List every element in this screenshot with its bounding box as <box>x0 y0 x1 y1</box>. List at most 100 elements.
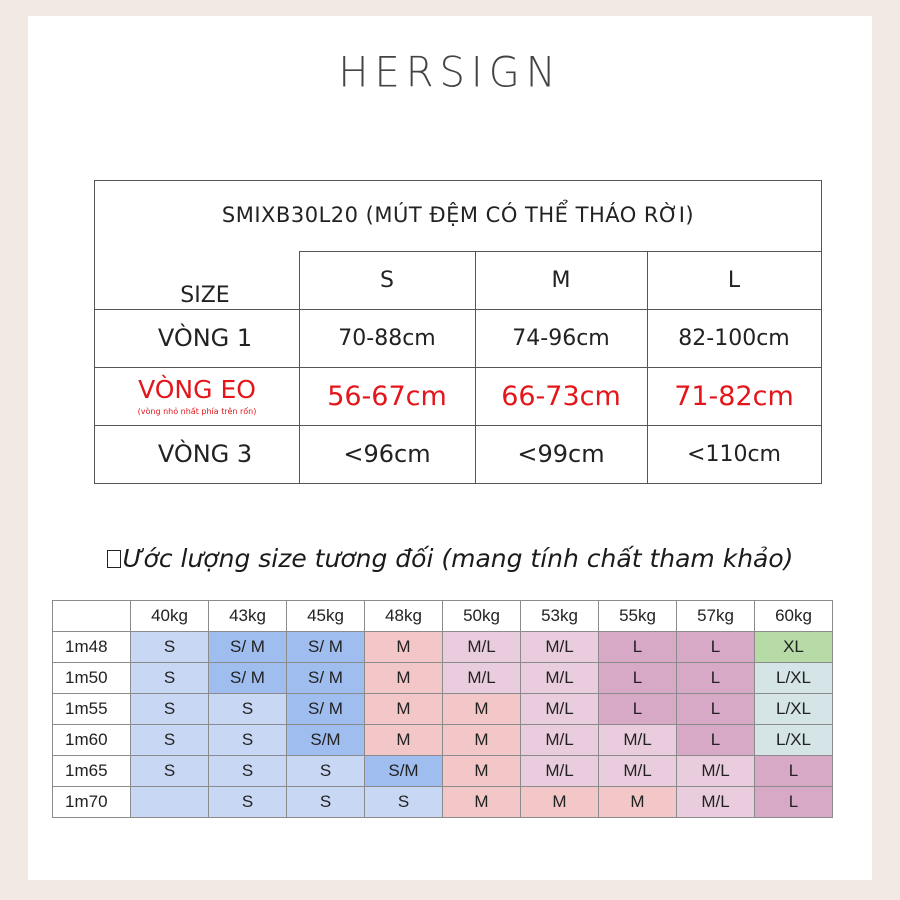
size-header-m: M <box>551 267 571 293</box>
height-label: 1m70 <box>52 786 131 818</box>
size-cell: L <box>598 693 677 725</box>
size-cell: S/ M <box>208 631 287 663</box>
size-cell <box>130 786 209 818</box>
checkbox-glyph-icon <box>106 550 121 568</box>
size-cell: M/L <box>520 631 599 663</box>
size-guide-card: HERSIGN SMIXB30L20 (MÚT ĐỆM CÓ THỂ THÁO … <box>28 16 872 880</box>
divider <box>95 309 821 310</box>
size-cell: M <box>598 786 677 818</box>
size-cell: M/L <box>598 724 677 756</box>
weight-header: 43kg <box>208 600 287 632</box>
estimate-title: Ước lượng size tương đối (mang tính chất… <box>28 544 872 573</box>
vong-eo-label: VÒNG EO <box>138 374 256 404</box>
divider <box>95 367 821 368</box>
size-cell: XL <box>754 631 833 663</box>
size-header-l: L <box>727 267 741 293</box>
vong1-s: 70-88cm <box>338 325 436 351</box>
row-label-vong1: VÒNG 1 <box>157 324 253 352</box>
size-cell: S/M <box>286 724 365 756</box>
weight-header: 57kg <box>676 600 755 632</box>
size-cell: S <box>286 755 365 787</box>
size-cell: L <box>676 693 755 725</box>
weight-header: 40kg <box>130 600 209 632</box>
size-cell: M <box>520 786 599 818</box>
size-cell: M/L <box>598 755 677 787</box>
size-cell: S/ M <box>286 631 365 663</box>
size-cell: L <box>676 724 755 756</box>
vong1-l: 82-100cm <box>678 325 790 351</box>
size-cell: S <box>208 755 287 787</box>
size-cell: S <box>130 662 209 694</box>
size-cell: L <box>676 662 755 694</box>
size-cell: M <box>442 786 521 818</box>
size-cell: L <box>754 786 833 818</box>
size-cell: S <box>208 693 287 725</box>
table-row: 1m70 S S S M M M M/L L <box>52 786 833 818</box>
height-label: 1m55 <box>52 693 131 725</box>
size-cell: S <box>130 631 209 663</box>
divider <box>299 251 821 252</box>
size-cell: S/ M <box>286 662 365 694</box>
weight-header: 53kg <box>520 600 599 632</box>
divider <box>299 251 300 483</box>
vong-eo-l: 71-82cm <box>674 380 794 412</box>
size-header-s: S <box>380 267 394 293</box>
corner-cell <box>52 600 131 632</box>
size-cell: M/L <box>676 786 755 818</box>
size-cell: L/XL <box>754 662 833 694</box>
size-cell: S <box>130 755 209 787</box>
table-row: 1m48 S S/ M S/ M M M/L M/L L L XL <box>52 631 833 663</box>
size-cell: S <box>208 786 287 818</box>
size-cell: M <box>364 724 443 756</box>
height-label: 1m60 <box>52 724 131 756</box>
vong3-s: <96cm <box>343 440 431 468</box>
weight-header: 60kg <box>754 600 833 632</box>
vong3-m: <99cm <box>517 440 605 468</box>
divider <box>95 425 821 426</box>
size-cell: M/L <box>442 662 521 694</box>
size-cell: M/L <box>442 631 521 663</box>
table-row: 1m65 S S S S/M M M/L M/L M/L L <box>52 755 833 787</box>
size-table: SMIXB30L20 (MÚT ĐỆM CÓ THỂ THÁO RỜI) SIZ… <box>94 180 822 484</box>
size-cell: S <box>130 693 209 725</box>
vong-eo-note: (vòng nhỏ nhất phía trên rốn) <box>137 406 257 416</box>
height-label: 1m65 <box>52 755 131 787</box>
divider <box>647 251 648 483</box>
weight-header: 55kg <box>598 600 677 632</box>
brand-logo: HERSIGN <box>338 48 562 98</box>
vong-eo-s: 56-67cm <box>327 380 447 412</box>
size-cell: L <box>754 755 833 787</box>
size-cell: L/XL <box>754 724 833 756</box>
table-row: 1m60 S S S/M M M M/L M/L L L/XL <box>52 724 833 756</box>
size-cell: L/XL <box>754 693 833 725</box>
size-cell: S <box>208 724 287 756</box>
size-cell: S/M <box>364 755 443 787</box>
weight-header: 50kg <box>442 600 521 632</box>
size-cell: M/L <box>520 755 599 787</box>
size-cell: M/L <box>520 724 599 756</box>
size-cell: M <box>442 755 521 787</box>
size-header-label: SIZE <box>180 282 230 308</box>
weight-header: 45kg <box>286 600 365 632</box>
size-cell: S/ M <box>286 693 365 725</box>
estimate-title-text: Ước lượng size tương đối (mang tính chất… <box>122 544 794 573</box>
size-cell: M <box>364 631 443 663</box>
row-label-vong3: VÒNG 3 <box>157 440 253 468</box>
size-cell: S/ M <box>208 662 287 694</box>
size-table-title: SMIXB30L20 (MÚT ĐỆM CÓ THỂ THÁO RỜI) <box>221 203 695 227</box>
weight-header-row: 40kg 43kg 45kg 48kg 50kg 53kg 55kg 57kg 60kg <box>52 600 833 632</box>
table-row: 1m50 S S/ M S/ M M M/L M/L L L L/XL <box>52 662 833 694</box>
vong1-m: 74-96cm <box>512 325 610 351</box>
table-row: 1m55 S S S/ M M M M/L L L L/XL <box>52 693 833 725</box>
size-cell: S <box>130 724 209 756</box>
size-cell: L <box>598 662 677 694</box>
size-cell: M/L <box>676 755 755 787</box>
weight-header: 48kg <box>364 600 443 632</box>
row-label-vong-eo: VÒNG EO (vòng nhỏ nhất phía trên rốn) <box>95 367 299 425</box>
size-cell: L <box>676 631 755 663</box>
size-cell: L <box>598 631 677 663</box>
size-estimate-table: 40kg 43kg 45kg 48kg 50kg 53kg 55kg 57kg 60kg 1m48… <box>52 600 833 818</box>
vong-eo-m: 66-73cm <box>501 380 621 412</box>
size-cell: M <box>442 724 521 756</box>
size-cell: M <box>364 662 443 694</box>
